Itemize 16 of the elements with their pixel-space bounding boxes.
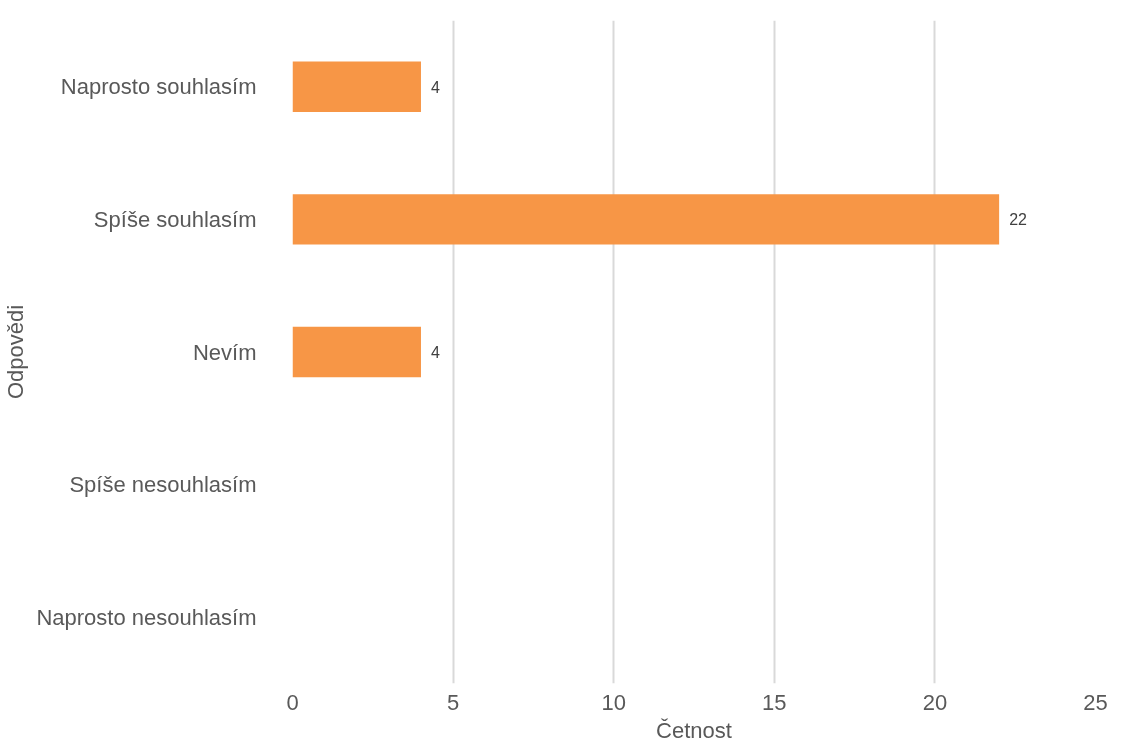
x-tick-label: 15 xyxy=(762,689,787,715)
data-label: 4 xyxy=(430,344,440,361)
x-tick-label: 10 xyxy=(601,689,626,715)
x-tick-label: 5 xyxy=(446,689,460,715)
x-tick-label: 25 xyxy=(1083,689,1108,715)
y-tick-label: Naprosto souhlasím xyxy=(60,74,257,100)
x-axis-title: Četnost xyxy=(656,717,732,743)
y-axis-title: Odpovědi xyxy=(3,304,29,400)
data-label: 22 xyxy=(1009,211,1028,229)
y-tick-label: Nevím xyxy=(192,339,257,365)
y-tick-label: Spíše souhlasím xyxy=(93,206,257,232)
x-tick-label: 0 xyxy=(286,689,299,715)
y-tick-label: Spíše nesouhlasím xyxy=(69,472,257,498)
data-label: 4 xyxy=(430,78,440,96)
y-tick-label: Naprosto nesouhlasím xyxy=(36,604,257,630)
x-tick-label: 20 xyxy=(922,689,948,715)
